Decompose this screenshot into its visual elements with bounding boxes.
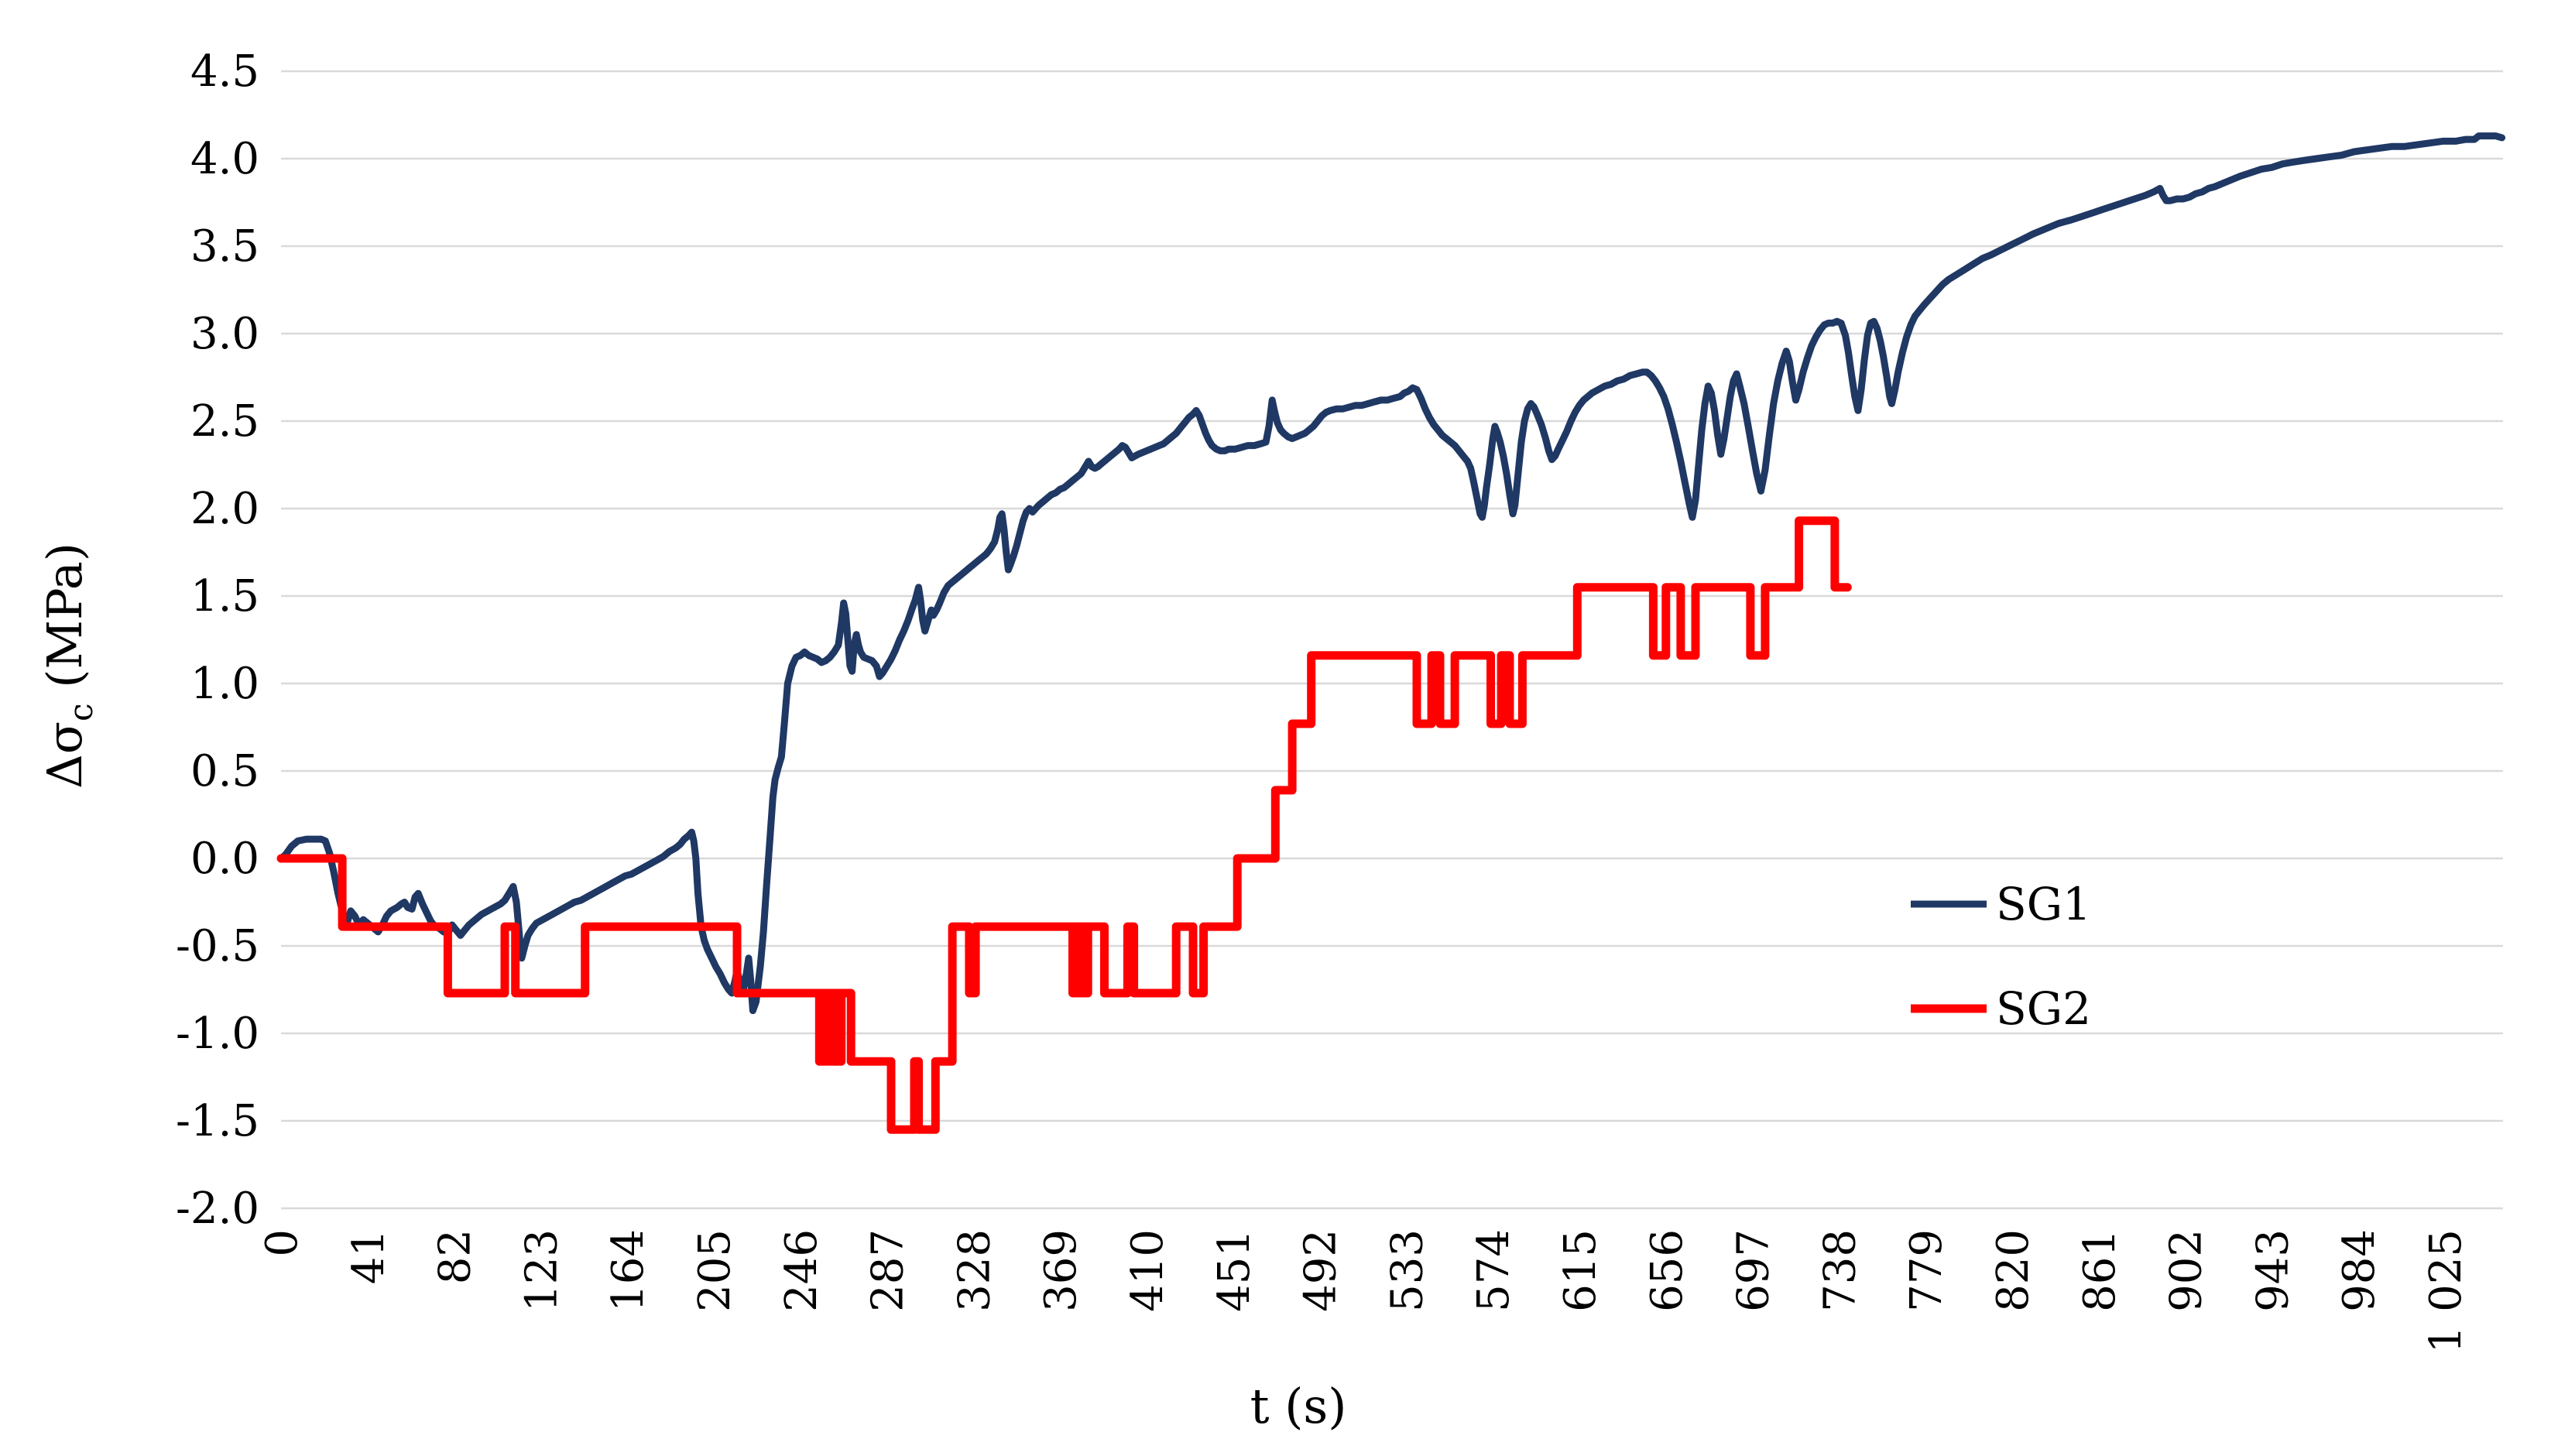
x-tick-label: 615 — [1555, 1229, 1606, 1312]
x-tick-label: 451 — [1209, 1229, 1260, 1312]
y-tick-label: 4.0 — [190, 134, 259, 184]
x-tick-label: 0 — [257, 1229, 307, 1257]
x-axis-tick-labels: 0 41 82 123 164 205 246 287 328 369 410 451 492 533 57… — [257, 1229, 2471, 1353]
y-tick-label: 0.5 — [190, 746, 259, 797]
gridlines — [281, 70, 2503, 1210]
legend: SG1 SG2 — [1911, 878, 2091, 1035]
x-tick-label: 1 025 — [2421, 1229, 2471, 1353]
y-axis-title: Δσc (MPa) — [36, 543, 100, 789]
x-tick-label: 984 — [2334, 1229, 2385, 1312]
y-tick-label: -2.0 — [176, 1184, 259, 1234]
x-tick-label: 41 — [344, 1229, 394, 1284]
y-tick-label: 2.0 — [190, 484, 259, 534]
x-tick-label: 492 — [1296, 1229, 1346, 1312]
x-tick-label: 123 — [516, 1229, 567, 1312]
x-tick-label: 902 — [2162, 1229, 2212, 1312]
y-axis-tick-labels: 4.5 4.0 3.5 3.0 2.5 2.0 1.5 1.0 0.5 0.0 -0.5 -1.0 -1… — [176, 46, 259, 1234]
y-tick-label: 0.0 — [190, 834, 259, 884]
x-axis-title: t (s) — [1250, 1378, 1347, 1434]
x-tick-label: 943 — [2248, 1229, 2298, 1312]
x-tick-label: 779 — [1901, 1229, 1952, 1312]
x-tick-label: 861 — [2075, 1229, 2125, 1312]
x-tick-label: 820 — [1988, 1229, 2038, 1312]
legend-item-sg1: SG1 — [1911, 878, 2091, 930]
y-tick-label: 2.5 — [190, 396, 259, 447]
x-tick-label: 369 — [1036, 1229, 1086, 1312]
y-tick-label: 3.0 — [190, 309, 259, 359]
series-lines — [276, 132, 2506, 1134]
x-tick-label: 205 — [690, 1229, 740, 1312]
sg1-line — [277, 132, 2506, 1015]
x-tick-label: 328 — [949, 1229, 999, 1312]
x-tick-label: 82 — [430, 1229, 481, 1284]
x-tick-label: 246 — [777, 1229, 827, 1312]
legend-label-sg1: SG1 — [1996, 878, 2091, 930]
x-tick-label: 410 — [1123, 1229, 1173, 1312]
y-tick-label: -1.0 — [176, 1009, 259, 1059]
sg2-line — [276, 516, 1852, 1134]
legend-item-sg2: SG2 — [1911, 982, 2091, 1035]
x-tick-label: 738 — [1815, 1229, 1865, 1312]
x-tick-label: 287 — [863, 1229, 914, 1312]
y-tick-label: -1.5 — [176, 1096, 259, 1146]
y-tick-label: 3.5 — [190, 221, 259, 272]
x-tick-label: 656 — [1642, 1229, 1692, 1312]
x-tick-label: 533 — [1382, 1229, 1432, 1312]
x-tick-label: 574 — [1469, 1229, 1519, 1312]
legend-label-sg2: SG2 — [1996, 982, 2091, 1035]
y-tick-label: 4.5 — [190, 46, 259, 97]
y-tick-label: 1.0 — [190, 659, 259, 709]
y-tick-label: 1.5 — [190, 571, 259, 622]
x-tick-label: 164 — [603, 1229, 653, 1312]
x-tick-label: 697 — [1729, 1229, 1779, 1312]
axis-titles: t (s) Δσc (MPa) — [36, 543, 1346, 1434]
y-tick-label: -0.5 — [176, 921, 259, 971]
